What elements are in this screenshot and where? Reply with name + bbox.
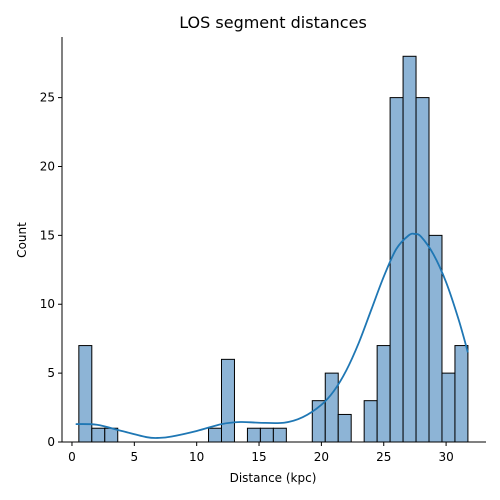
x-tick-label: 25: [376, 450, 391, 464]
histogram-bar: [402, 55, 417, 443]
histogram-bar: [259, 427, 274, 443]
histogram-bar: [272, 427, 287, 443]
bars-group: [78, 55, 469, 443]
histogram-bar: [324, 372, 339, 443]
x-tick-label: 20: [314, 450, 329, 464]
histogram-bar: [389, 97, 404, 443]
histogram-bar: [91, 427, 106, 443]
y-axis-label: Count: [15, 222, 29, 258]
y-ticks: 0 5 10 15 20 25: [40, 91, 62, 449]
kde-line: [75, 232, 469, 439]
y-tick-label: 15: [40, 228, 55, 242]
chart-title: LOS segment distances: [179, 13, 367, 32]
x-tick-label: 15: [251, 450, 266, 464]
y-tick-label: 10: [40, 297, 55, 311]
histogram-bar: [441, 372, 456, 443]
x-tick-label: 30: [438, 450, 453, 464]
histogram-bar: [246, 427, 261, 443]
histogram-bar: [376, 345, 391, 443]
histogram-bar: [78, 345, 93, 443]
y-tick-label: 25: [40, 91, 55, 105]
y-tick-label: 0: [47, 435, 55, 449]
y-tick-label: 20: [40, 159, 55, 173]
x-tick-label: 5: [131, 450, 139, 464]
histogram-bar: [220, 358, 235, 443]
y-tick-label: 5: [47, 366, 55, 380]
histogram-bar: [363, 400, 378, 443]
histogram-bar: [415, 97, 430, 443]
x-tick-label: 0: [68, 450, 76, 464]
histogram-bar: [337, 413, 352, 443]
x-tick-label: 10: [189, 450, 204, 464]
histogram-bar: [208, 427, 222, 443]
histogram-bar: [454, 345, 469, 443]
x-ticks: 0 5 10 15 20 25 30: [68, 442, 454, 464]
x-axis-label: Distance (kpc): [230, 471, 317, 485]
